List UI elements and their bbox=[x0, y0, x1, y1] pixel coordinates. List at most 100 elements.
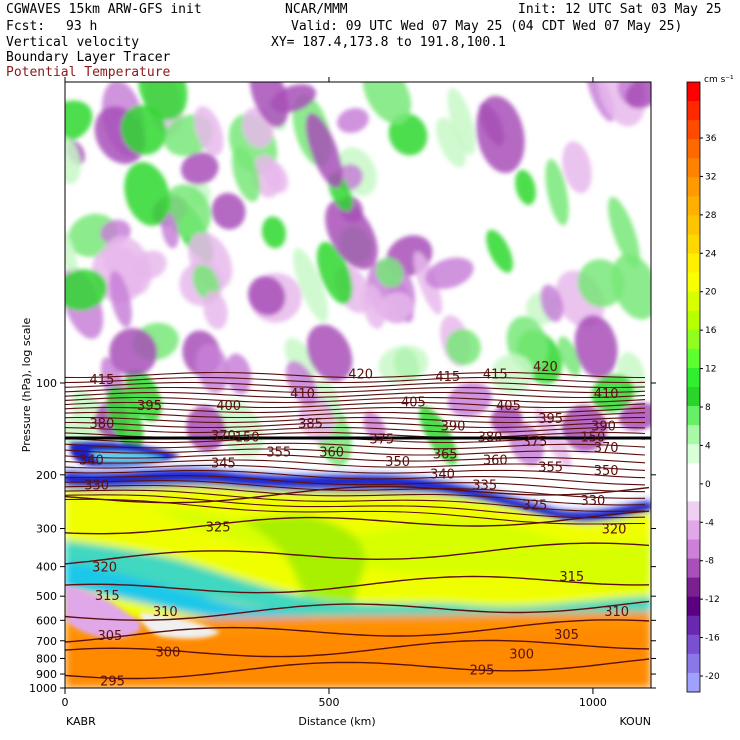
contour-label: 395 bbox=[137, 399, 162, 414]
colorbar-swatch bbox=[687, 177, 700, 197]
vertical-velocity-cell bbox=[120, 105, 167, 155]
y-tick-label: 500 bbox=[36, 590, 57, 603]
vertical-velocity-cell bbox=[195, 343, 229, 393]
y-tick-label: 700 bbox=[36, 635, 57, 648]
color-fill-layer bbox=[65, 82, 651, 688]
theta-contour bbox=[65, 510, 650, 535]
contour-label: 405 bbox=[401, 396, 426, 411]
colorbar-swatch bbox=[687, 482, 700, 502]
vertical-velocity-cell bbox=[362, 284, 386, 329]
vertical-velocity-cell bbox=[316, 241, 353, 304]
contour-label: 385 bbox=[298, 417, 323, 432]
colorbar-tick-label: 12 bbox=[705, 365, 716, 375]
colorbar-swatch bbox=[687, 272, 700, 293]
colorbar-swatch bbox=[687, 653, 700, 674]
x-endpoint-right: KOUN bbox=[619, 715, 651, 728]
vertical-velocity-cell bbox=[447, 87, 476, 155]
contour-label: 320 bbox=[92, 561, 117, 576]
vertical-velocity-cell bbox=[557, 336, 581, 376]
contour-label: 330 bbox=[84, 478, 109, 493]
colorbar: 36 32 28 24 20 16 12 8 4 0 -4 -8 -12 -16 -20 bbox=[686, 81, 720, 693]
contour-label: 405 bbox=[496, 399, 521, 414]
theta-contour bbox=[65, 411, 646, 419]
vertical-velocity-cell bbox=[425, 257, 474, 289]
vertical-velocity-cell bbox=[375, 257, 404, 288]
colorbar-swatch bbox=[687, 672, 700, 693]
colorbar-swatch bbox=[687, 120, 700, 140]
contour-label: 150 bbox=[235, 431, 260, 446]
potential-temperature-contours bbox=[65, 371, 650, 680]
contour-label: 335 bbox=[472, 478, 497, 493]
contour-label: 415 bbox=[435, 370, 460, 385]
vertical-velocity-cell bbox=[65, 136, 81, 185]
colorbar-swatch bbox=[687, 444, 700, 464]
theta-contour bbox=[65, 396, 646, 404]
theta-contour bbox=[65, 639, 650, 658]
colorbar-swatch bbox=[687, 101, 700, 121]
vertical-velocity-cell bbox=[447, 382, 492, 417]
vertical-velocity-cell bbox=[194, 106, 224, 156]
x-axis: 0 500 1000 bbox=[62, 77, 607, 709]
cross-section-endpoints: XY= 187.4,173.8 to 191.8,100.1 bbox=[271, 35, 506, 50]
y-tick-label: 800 bbox=[36, 652, 57, 665]
vertical-velocity-cell bbox=[109, 271, 132, 328]
colorbar-swatch bbox=[687, 406, 700, 426]
vertical-velocity-cell bbox=[216, 399, 264, 458]
contour-label: 420 bbox=[533, 360, 558, 375]
vertical-velocity-cell bbox=[611, 254, 651, 320]
contour-label: 380 bbox=[90, 417, 115, 432]
contour-label: 400 bbox=[216, 399, 241, 414]
theta-contour bbox=[65, 619, 650, 643]
vertical-velocity-cell bbox=[508, 422, 544, 466]
theta-contour bbox=[65, 494, 646, 519]
contour-label: 395 bbox=[538, 412, 563, 427]
x-tick-label: 500 bbox=[318, 696, 339, 709]
contour-label: 330 bbox=[581, 494, 606, 509]
y-tick-label: 300 bbox=[36, 523, 57, 536]
colorbar-swatch bbox=[687, 291, 700, 312]
vertical-velocity-cell bbox=[380, 292, 413, 322]
theta-contour bbox=[65, 386, 646, 394]
colorbar-tick-label: -8 bbox=[705, 557, 714, 567]
vertical-velocity-cell bbox=[388, 113, 428, 156]
vertical-velocity-cell bbox=[486, 229, 513, 273]
colorbar-tick-label: 8 bbox=[705, 403, 711, 413]
colorbar-tick-label: 20 bbox=[705, 288, 717, 298]
vertical-velocity-cell bbox=[247, 275, 286, 316]
theta-contour bbox=[65, 485, 650, 504]
vertical-velocity-cell bbox=[378, 345, 429, 384]
colorbar-swatch bbox=[687, 329, 700, 350]
theta-contour bbox=[65, 489, 646, 512]
vertical-velocity-cell bbox=[211, 192, 246, 230]
colorbar-tick-label: 4 bbox=[705, 441, 711, 451]
contour-label: 325 bbox=[522, 498, 547, 513]
vertical-velocity-cell bbox=[435, 117, 467, 168]
colorbar-swatch bbox=[687, 501, 700, 521]
vertical-velocity-cell bbox=[540, 284, 564, 322]
theta-contour bbox=[65, 464, 646, 479]
init-time: Init: 12 UTC Sat 03 May 25 bbox=[518, 2, 722, 17]
vertical-velocity-cell bbox=[305, 113, 343, 189]
colorbar-swatch bbox=[687, 253, 700, 274]
colorbar-units: cm s⁻¹ bbox=[704, 75, 734, 85]
plot-frame bbox=[64, 81, 652, 689]
theta-contour bbox=[65, 600, 650, 621]
vertical-velocity-cell bbox=[138, 82, 188, 121]
theta-contour bbox=[65, 426, 646, 434]
theta-contour bbox=[65, 575, 650, 594]
theta-contour bbox=[65, 401, 646, 409]
contour-label: 365 bbox=[433, 447, 458, 462]
contour-label: 305 bbox=[97, 629, 122, 644]
colorbar-swatch bbox=[687, 425, 700, 445]
theta-contour bbox=[65, 448, 646, 456]
vertical-velocity-blobs bbox=[65, 82, 651, 468]
forecast-label: Fcst: bbox=[6, 19, 46, 34]
vertical-velocity-cell bbox=[337, 107, 369, 134]
theta-contour bbox=[65, 416, 646, 424]
contour-label: 360 bbox=[319, 446, 344, 461]
field-boundary-layer-tracer: Boundary Layer Tracer bbox=[6, 50, 171, 65]
contour-label: 355 bbox=[538, 461, 563, 476]
contour-label: 305 bbox=[554, 628, 579, 643]
